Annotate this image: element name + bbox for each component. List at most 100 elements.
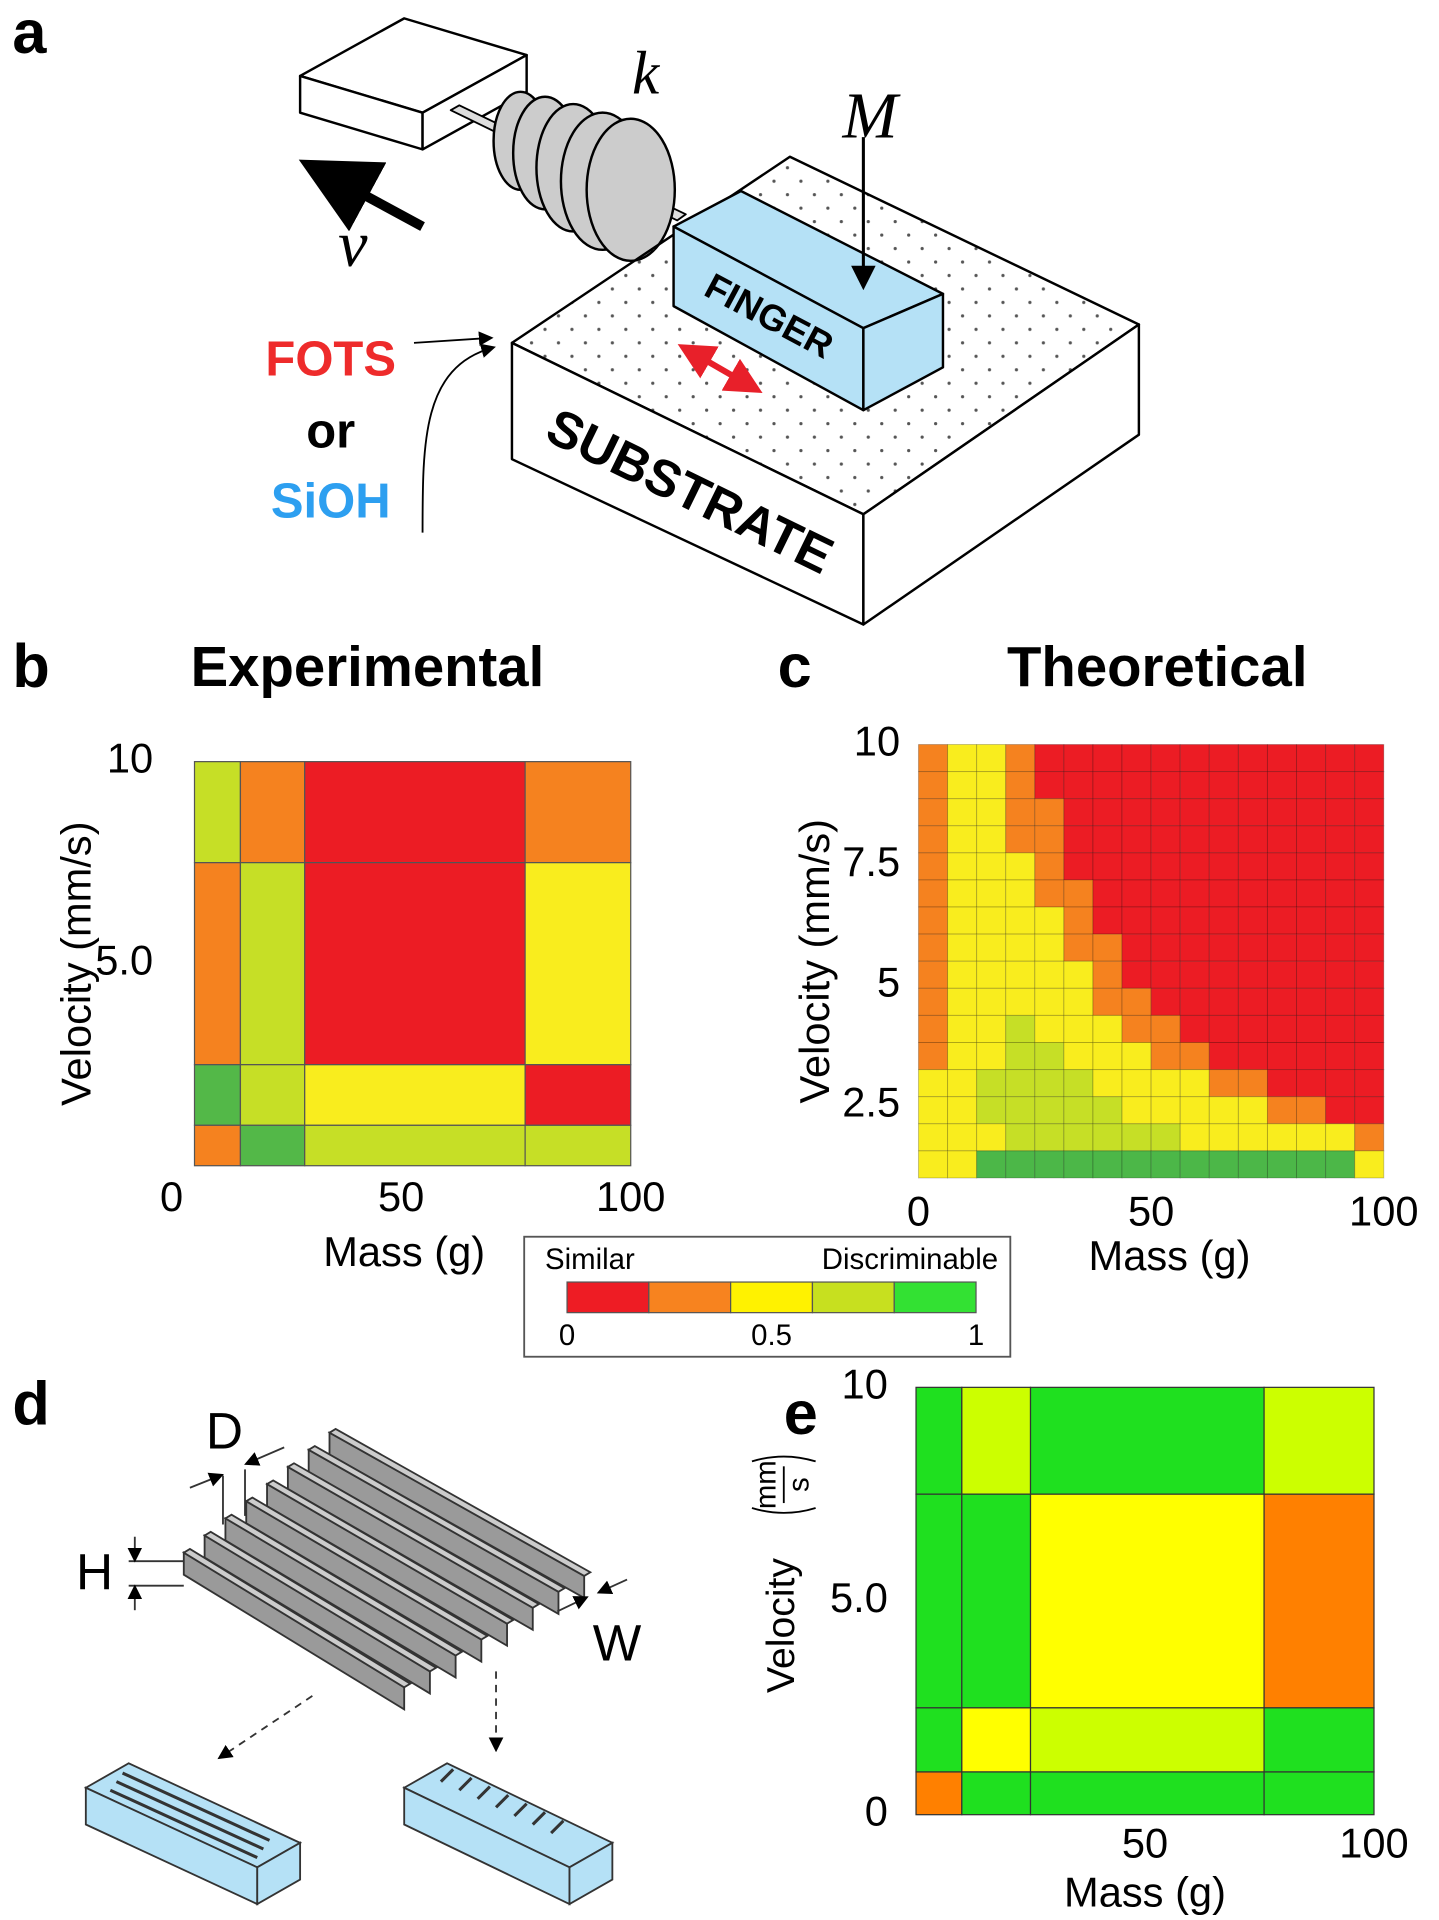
heatmap-cell	[947, 798, 978, 827]
heatmap-cell	[917, 1069, 949, 1098]
heatmap-cell	[304, 862, 526, 1066]
heatmap-cell	[1121, 1069, 1152, 1098]
heatmap-cell	[1237, 1042, 1268, 1071]
heatmap-cell	[1354, 1042, 1385, 1071]
heatmap-cell	[1034, 879, 1065, 908]
heatmap-cell	[1237, 825, 1268, 854]
heatmap-cell	[1063, 1042, 1094, 1071]
heatmap-cell	[1179, 1042, 1210, 1071]
heatmap-cell	[1063, 744, 1094, 773]
y-axis-unit: mm	[750, 1460, 783, 1509]
heatmap-cell	[1325, 798, 1356, 827]
heatmap-cell	[976, 852, 1007, 881]
heatmap-cell	[1325, 933, 1356, 962]
heatmap-cell	[1296, 906, 1327, 935]
heatmap-cell	[947, 1042, 978, 1071]
heatmap-cell	[1005, 987, 1036, 1016]
heatmap-cell	[947, 744, 978, 773]
heatmap-cell	[1179, 1123, 1210, 1152]
heatmap-cell	[1034, 744, 1065, 773]
heatmap-cell	[947, 960, 978, 989]
heatmap-cell	[976, 987, 1007, 1016]
heatmap-cell	[1150, 1123, 1181, 1152]
colorbar-swatch	[730, 1281, 814, 1314]
dimension-label: D	[206, 1402, 243, 1460]
heatmap-cell	[976, 798, 1007, 827]
heatmap-cell	[1354, 1014, 1385, 1043]
heatmap-cell	[1034, 771, 1065, 800]
heatmap-cell	[1208, 1096, 1239, 1125]
colorbar: Similar Discriminable 0 0.5 1	[523, 1235, 1012, 1358]
heatmap-cell	[1179, 960, 1210, 989]
heatmap-cell	[1296, 1150, 1327, 1179]
heatmap-cell	[1266, 933, 1298, 962]
heatmap-cell	[1296, 825, 1327, 854]
heatmap-cell	[1237, 1123, 1268, 1152]
heatmap-cell	[1263, 1771, 1375, 1816]
heatmap-cell	[1150, 1014, 1181, 1043]
heatmap-cell	[1121, 852, 1152, 881]
dimension-label: H	[76, 1542, 113, 1600]
heatmap-cell	[1266, 744, 1298, 773]
heatmap-cell	[1208, 798, 1239, 827]
heatmap-cell	[1354, 1150, 1385, 1179]
heatmap-cell	[1296, 1014, 1327, 1043]
heatmap-cell	[1005, 879, 1036, 908]
heatmap-cell	[1237, 1096, 1268, 1125]
velocity-label: v	[338, 208, 368, 281]
heatmap-cell	[239, 1124, 306, 1167]
heatmap-cell	[1150, 798, 1181, 827]
heatmap-cell	[1034, 1123, 1065, 1152]
heatmap-cell	[947, 879, 978, 908]
heatmap-cell	[1354, 852, 1385, 881]
y-tick-label: 5	[877, 958, 900, 1005]
panel-label: c	[778, 632, 812, 700]
heatmap-cell	[1034, 1069, 1065, 1098]
heatmap-cell	[1208, 771, 1239, 800]
heatmap-cell	[1034, 825, 1065, 854]
heatmap-cell	[1005, 1014, 1036, 1043]
heatmap-cell	[917, 798, 949, 827]
heatmap-cell	[1150, 852, 1181, 881]
heatmap-cell	[1150, 771, 1181, 800]
panel-label: d	[12, 1369, 49, 1437]
heatmap-cell	[193, 1124, 242, 1167]
heatmap-cell	[1354, 825, 1385, 854]
colorbar-label: Discriminable	[822, 1243, 998, 1276]
heatmap-cell	[1237, 1014, 1268, 1043]
y-tick-label: 10	[107, 735, 153, 782]
heatmap-cell	[1005, 1042, 1036, 1071]
heatmap-cell	[976, 906, 1007, 935]
heatmap-cell	[1063, 852, 1094, 881]
heatmap-cell	[1354, 879, 1385, 908]
heatmap-cell	[1266, 1069, 1298, 1098]
heatmap-cell	[1005, 906, 1036, 935]
heatmap-cell	[1296, 960, 1327, 989]
heatmap-cell	[1208, 744, 1239, 773]
panel-label: a	[12, 0, 47, 66]
heatmap-cell	[1005, 933, 1036, 962]
heatmap-cell	[524, 862, 632, 1066]
heatmap-cell	[1034, 960, 1065, 989]
heatmap-cell	[1266, 1014, 1298, 1043]
heatmap-cell	[915, 1771, 963, 1816]
heatmap-cell	[1063, 825, 1094, 854]
chart-title: Theoretical	[1007, 635, 1307, 698]
heatmap-cell	[1063, 1096, 1094, 1125]
heatmap-cell	[1325, 1014, 1356, 1043]
heatmap-cell	[1325, 744, 1356, 773]
x-axis-label: Mass (g)	[1089, 1232, 1251, 1279]
chart: 0 50 100 5.0 10 Mass (g) Velocity (mm/s) Experi…	[53, 635, 666, 1275]
colorbar-label: Similar	[545, 1243, 635, 1276]
heatmap-cell	[1150, 1042, 1181, 1071]
heatmap-cell	[1005, 798, 1036, 827]
y-axis-label: Velocity mm s	[750, 1455, 816, 1693]
heatmap-cell	[1208, 1042, 1239, 1071]
heatmap-cell	[1325, 879, 1356, 908]
heatmap-cell	[976, 879, 1007, 908]
heatmap-cell	[976, 933, 1007, 962]
heatmap-cell	[917, 987, 949, 1016]
chart: 0 50 100 2.5 5 7.5 10 Mass (g) Velocity (mm/s) Th…	[791, 635, 1418, 1279]
heatmap-cell	[1029, 1386, 1265, 1495]
